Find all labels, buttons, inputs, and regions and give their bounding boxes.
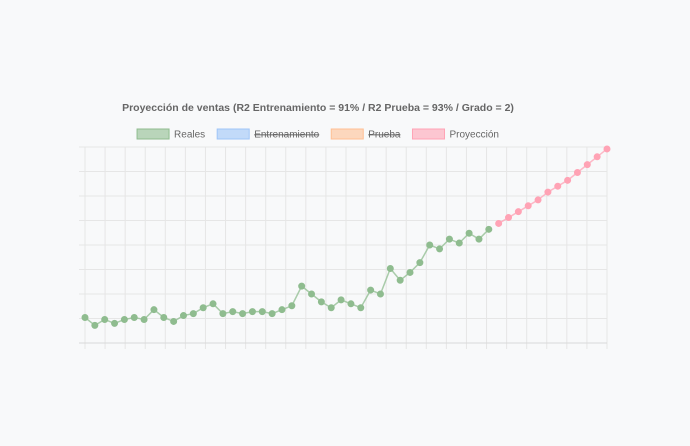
data-point-reales[interactable] xyxy=(81,314,89,322)
data-point-reales[interactable] xyxy=(347,300,355,308)
data-point-reales[interactable] xyxy=(396,276,404,284)
data-point-proyección[interactable] xyxy=(564,176,572,184)
data-point-reales[interactable] xyxy=(288,302,296,310)
legend-item-entrenamiento[interactable]: Entrenamiento xyxy=(216,128,320,141)
data-point-proyección[interactable] xyxy=(544,188,552,196)
legend-swatch xyxy=(216,128,250,140)
data-point-reales[interactable] xyxy=(199,304,207,312)
chart-grid xyxy=(79,146,608,349)
legend-item-prueba[interactable]: Prueba xyxy=(330,128,401,141)
legend-swatch xyxy=(330,128,364,140)
legend-item-proyección[interactable]: Proyección xyxy=(411,128,499,141)
data-point-reales[interactable] xyxy=(258,308,266,316)
data-point-reales[interactable] xyxy=(268,310,276,318)
chart-plot-area xyxy=(81,145,611,329)
legend-swatch xyxy=(411,128,445,140)
data-point-proyección[interactable] xyxy=(534,196,542,204)
data-point-reales[interactable] xyxy=(209,300,217,308)
data-point-proyección[interactable] xyxy=(583,161,591,169)
data-point-proyección[interactable] xyxy=(593,153,601,161)
data-point-proyección[interactable] xyxy=(514,208,522,216)
legend-label: Entrenamiento xyxy=(254,130,319,141)
data-point-reales[interactable] xyxy=(406,268,414,276)
data-point-reales[interactable] xyxy=(317,298,325,306)
data-point-reales[interactable] xyxy=(357,304,365,312)
data-point-reales[interactable] xyxy=(436,245,444,253)
data-point-reales[interactable] xyxy=(445,235,453,243)
data-point-reales[interactable] xyxy=(376,290,384,298)
data-point-proyección[interactable] xyxy=(495,219,503,227)
data-point-reales[interactable] xyxy=(101,315,109,323)
data-point-reales[interactable] xyxy=(189,310,197,318)
data-point-proyección[interactable] xyxy=(505,214,513,222)
data-point-reales[interactable] xyxy=(130,314,138,322)
data-point-reales[interactable] xyxy=(248,308,256,316)
data-point-reales[interactable] xyxy=(367,286,375,294)
data-point-reales[interactable] xyxy=(298,282,306,290)
data-point-reales[interactable] xyxy=(308,290,316,298)
data-point-reales[interactable] xyxy=(219,310,227,318)
data-point-reales[interactable] xyxy=(327,304,335,312)
data-point-reales[interactable] xyxy=(426,241,434,249)
data-point-proyección[interactable] xyxy=(554,182,562,190)
data-point-reales[interactable] xyxy=(179,312,187,320)
legend-label: Proyección xyxy=(449,130,498,141)
data-point-proyección[interactable] xyxy=(524,202,532,210)
data-point-reales[interactable] xyxy=(239,310,247,318)
data-point-reales[interactable] xyxy=(170,317,178,325)
chart-legend: Reales Entrenamiento Prueba Proyección xyxy=(136,128,499,141)
data-point-reales[interactable] xyxy=(229,308,237,316)
legend-item-reales[interactable]: Reales xyxy=(136,128,205,141)
data-point-proyección[interactable] xyxy=(573,168,581,176)
legend-label: Prueba xyxy=(368,130,401,141)
data-point-reales[interactable] xyxy=(475,235,483,243)
data-point-reales[interactable] xyxy=(111,319,119,327)
data-point-reales[interactable] xyxy=(160,314,168,322)
legend-swatch xyxy=(136,128,170,140)
data-point-reales[interactable] xyxy=(140,315,148,323)
data-point-reales[interactable] xyxy=(91,321,99,329)
data-point-reales[interactable] xyxy=(465,229,473,237)
data-point-reales[interactable] xyxy=(337,296,345,304)
chart-title: Proyección de ventas (R2 Entrenamiento =… xyxy=(122,102,514,114)
data-point-reales[interactable] xyxy=(485,225,493,233)
data-point-reales[interactable] xyxy=(150,306,158,314)
data-point-reales[interactable] xyxy=(455,239,463,247)
data-point-reales[interactable] xyxy=(416,259,424,267)
data-point-reales[interactable] xyxy=(120,315,128,323)
data-point-reales[interactable] xyxy=(386,265,394,273)
data-point-reales[interactable] xyxy=(278,306,286,314)
data-point-proyección[interactable] xyxy=(603,145,611,153)
legend-label: Reales xyxy=(174,130,205,141)
